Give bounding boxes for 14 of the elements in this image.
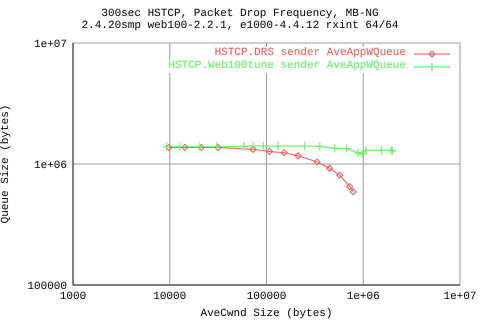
y-axis-title: Queue Size (bytes) [0,104,12,224]
x-tick-label: 100000 [246,290,286,303]
chart-subtitle: 2.4.20smp web100-2.2.1, e1000-4.4.12 rxint 64/64 [80,20,400,32]
x-tick-label: 10000 [153,290,186,303]
x-tick-label: 1e+06 [346,290,380,303]
x-tick-label: 1e+07 [443,290,477,303]
x-tick-label: 1000 [60,290,86,303]
legend-label: HSTCP.Web100tune sender AveAppWQueue [168,60,406,73]
legend-label: HSTCP.DRS sender AveAppWQueue [214,47,406,60]
y-tick-label: 100000 [27,280,67,293]
chart-title: 300sec HSTCP, Packet Drop Frequency, MB-NG [100,8,380,20]
y-tick-label: 1e+06 [34,160,67,172]
y-tick-label: 1e+07 [34,38,67,51]
x-axis-title: AveCwnd Size (bytes) [200,308,333,320]
